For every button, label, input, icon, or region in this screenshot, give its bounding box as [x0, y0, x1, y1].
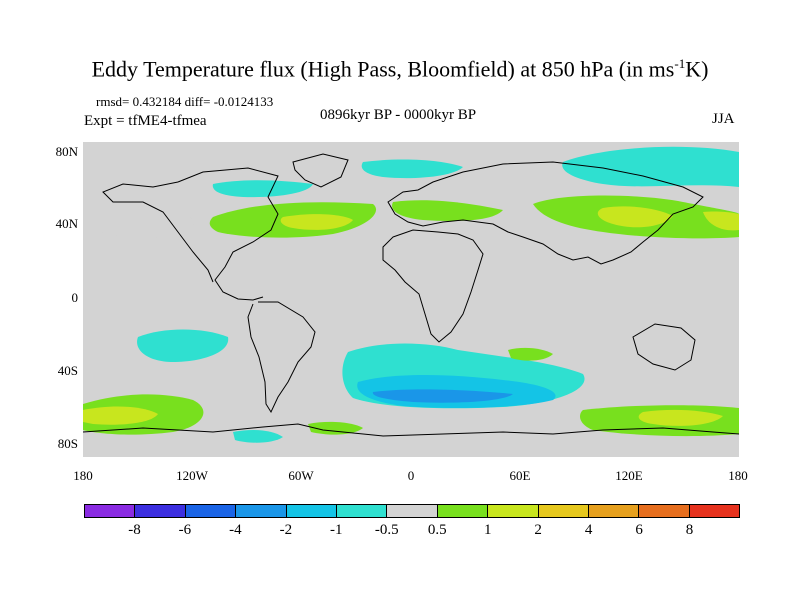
colorbar-label: 0.5 [427, 522, 447, 538]
colorbar-swatch [488, 505, 539, 517]
y-label-80n: 80N [55, 144, 78, 159]
field-dateline-yellow [703, 211, 739, 231]
coast-north-america-west [102, 181, 214, 283]
coast-africa [382, 229, 484, 343]
colorbar-swatch [135, 505, 186, 517]
season-label: JJA [712, 111, 735, 127]
experiment-label: Expt = tfME4-tfmea [84, 113, 207, 129]
field-arctic-cyan [562, 146, 739, 187]
colorbar-label: -6 [178, 522, 192, 538]
coast-australia [632, 323, 696, 371]
map-panel [83, 142, 739, 457]
x-label-180e: 180 [728, 468, 748, 483]
field-antarctic-cyan [233, 429, 283, 443]
colorbar-swatch [588, 505, 640, 517]
colorbar-label: 2 [534, 522, 542, 538]
colorbar-swatch [236, 505, 287, 517]
field-south-west-pacific-yellow [638, 409, 723, 426]
colorbar-swatch [538, 505, 589, 517]
colorbar-swatch [689, 505, 740, 517]
y-label-80s: 80S [57, 436, 78, 451]
field-south-pacific-yellow [83, 406, 158, 425]
coast-eurasia [387, 161, 704, 265]
field-south-indian-green [508, 347, 553, 361]
x-label-60e: 60E [509, 468, 531, 483]
map-svg [83, 142, 739, 457]
colorbar-label: 6 [635, 522, 643, 538]
field-southern-ocean-core [372, 389, 513, 403]
chart-title: Eddy Temperature flux (High Pass, Bloomf… [0, 56, 800, 82]
period-label: 0896kyr BP - 0000kyr BP [320, 107, 477, 123]
y-label-40s: 40S [57, 363, 78, 378]
field-north-atlantic-yellow [280, 214, 353, 230]
field-neutral [83, 200, 194, 238]
colorbar-swatch [387, 505, 438, 517]
x-label-180w: 180 [73, 468, 93, 483]
x-label-120e: 120E [615, 468, 643, 483]
colorbar-swatch [639, 505, 690, 517]
colorbar-label: -4 [229, 522, 242, 538]
colorbar-swatch [336, 505, 388, 517]
coast-greenland [292, 153, 349, 188]
colorbar-label: 4 [584, 522, 593, 538]
title-superscript: -1 [674, 56, 686, 71]
field-south-pacific-cyan [137, 329, 229, 362]
field-arctic-atlantic-cyan [212, 180, 313, 198]
coast-south-america [247, 301, 316, 414]
field-europe-green [392, 200, 503, 221]
x-label-0: 0 [407, 468, 415, 483]
title-main: Eddy Temperature flux (High Pass, Bloomf… [91, 56, 675, 82]
colorbar-swatch [437, 505, 489, 517]
coastlines [83, 153, 739, 437]
y-label-40n: 40N [55, 216, 78, 231]
colorbar-swatch [85, 505, 136, 517]
colorbar-swatch [286, 505, 337, 517]
colorbar-label: -2 [279, 522, 293, 538]
colorbar-label: -0.5 [374, 522, 399, 538]
field-north-pacific-yellow [597, 206, 673, 228]
y-label-0: 0 [71, 290, 79, 305]
colorbar-label: -8 [128, 522, 141, 538]
x-label-60w: 60W [288, 468, 314, 483]
field-arctic-europe-cyan [361, 159, 463, 179]
field-weddell-green [308, 421, 363, 435]
title-tail: K) [685, 56, 709, 82]
x-label-120w: 120W [176, 468, 208, 483]
colorbar-label: 8 [685, 522, 694, 538]
colorbar-swatch [185, 505, 237, 517]
colorbar-label: -1 [330, 522, 343, 538]
colorbar-label: 1 [483, 522, 492, 538]
colorbar [84, 504, 740, 518]
stats-text: rmsd= 0.432184 diff= -0.0124133 [96, 94, 274, 109]
anomaly-fields [83, 146, 739, 443]
coast-antarctica [83, 423, 739, 437]
coast-north-america [177, 167, 279, 301]
